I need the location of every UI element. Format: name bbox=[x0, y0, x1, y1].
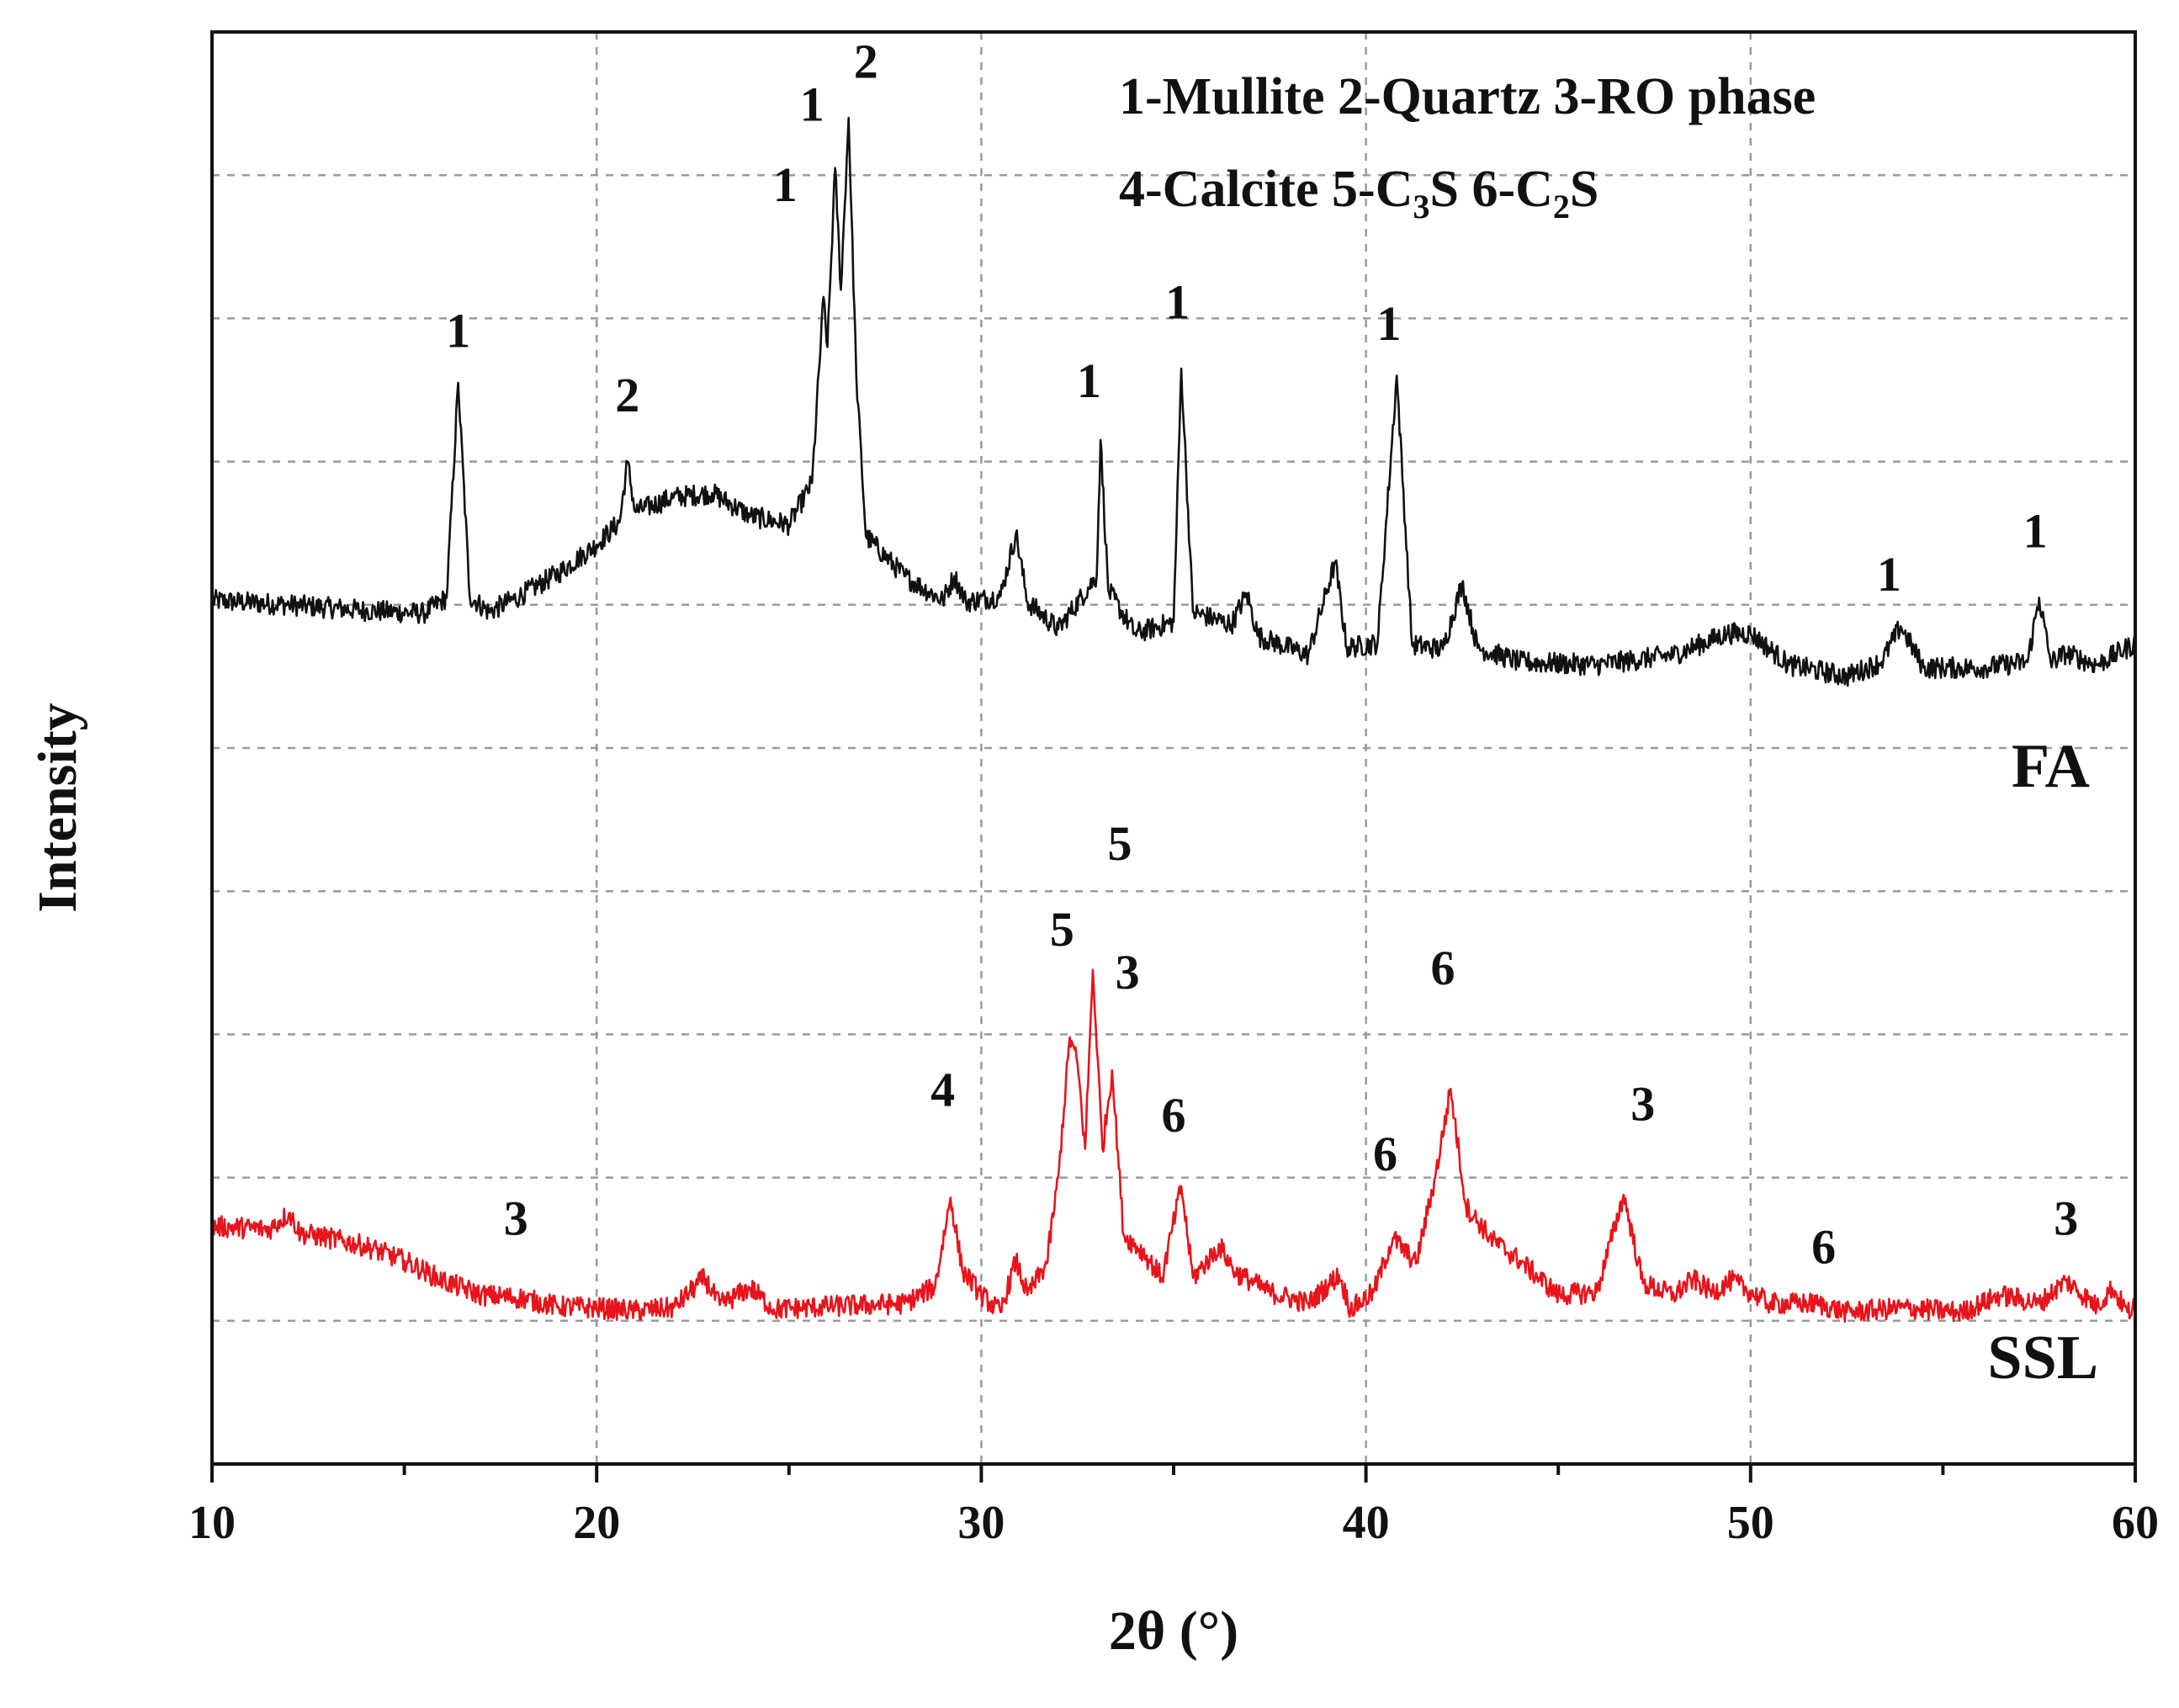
peak-label: 1 bbox=[2023, 504, 2048, 559]
peak-label: 2 bbox=[854, 34, 878, 88]
legend-line-2: 4-Calcite 5-C3S 6-C2S bbox=[1119, 161, 1598, 225]
series-label-ssl: SSL bbox=[1987, 1323, 2098, 1392]
x-axis-title: 2θ (°) bbox=[1109, 1600, 1238, 1662]
x-tick-label: 20 bbox=[573, 1497, 620, 1549]
peak-label: 3 bbox=[1630, 1077, 1655, 1132]
legend-line-1: 1-Mullite 2-Quartz 3-RO phase bbox=[1119, 68, 1816, 125]
x-tick-label: 10 bbox=[188, 1497, 236, 1549]
x-tick-label: 40 bbox=[1343, 1497, 1390, 1549]
peak-label: 5 bbox=[1050, 902, 1074, 957]
x-tick-label: 60 bbox=[2112, 1497, 2159, 1549]
x-tick-label: 30 bbox=[957, 1497, 1005, 1549]
peak-label: 1 bbox=[800, 77, 824, 132]
peak-label: 3 bbox=[504, 1191, 528, 1246]
peak-label: 6 bbox=[1811, 1220, 1836, 1275]
peak-label: 4 bbox=[930, 1063, 955, 1117]
phase-legend: 1-Mullite 2-Quartz 3-RO phase 4-Calcite … bbox=[1119, 68, 1816, 225]
x-tick-label: 50 bbox=[1727, 1497, 1774, 1549]
peak-label: 1 bbox=[1377, 296, 1402, 351]
peak-label: 1 bbox=[773, 157, 798, 212]
series-lines bbox=[210, 116, 2137, 1323]
peak-label: 1 bbox=[1877, 547, 1901, 602]
peak-label: 3 bbox=[2054, 1191, 2078, 1246]
peak-label: 5 bbox=[1107, 816, 1132, 871]
peak-label: 1 bbox=[446, 303, 470, 358]
grid-lines bbox=[212, 32, 2135, 1464]
axes: 10 20 30 40 50 60 bbox=[188, 30, 2159, 1549]
series-line-ssl bbox=[210, 968, 2137, 1323]
series-label-fa: FA bbox=[2012, 732, 2090, 801]
peak-label: 6 bbox=[1373, 1127, 1397, 1181]
peak-label: 1 bbox=[1077, 353, 1101, 408]
peak-label: 1 bbox=[1165, 274, 1190, 329]
peak-label: 6 bbox=[1431, 941, 1455, 995]
y-axis-title: Intensity bbox=[27, 703, 88, 912]
peak-label: 3 bbox=[1116, 945, 1140, 1000]
series-line-fa bbox=[210, 116, 2137, 687]
peak-label: 6 bbox=[1162, 1088, 1186, 1143]
peak-label: 2 bbox=[615, 368, 639, 422]
